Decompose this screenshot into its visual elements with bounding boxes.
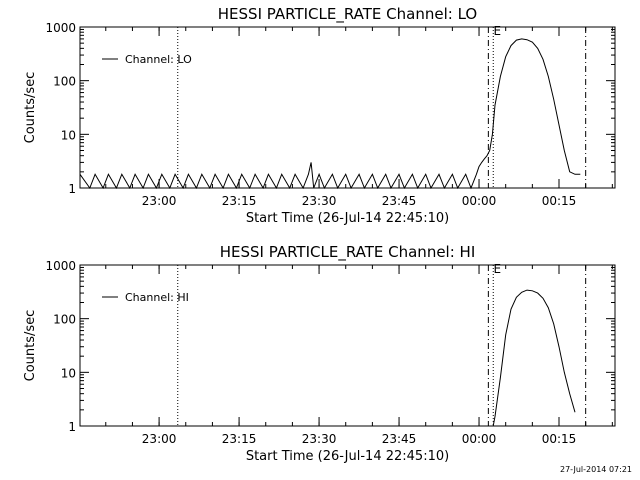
y-axis-label: Counts/sec [23,72,38,144]
x-tick-label: 23:00 [142,194,177,208]
y-tick-label: 1 [68,182,76,196]
legend-label: Channel: LO [125,53,192,66]
x-tick-label: 00:00 [462,194,497,208]
y-tick-label: 100 [53,75,76,89]
x-tick-label: 23:00 [142,432,177,446]
legend-label: Channel: HI [125,291,189,304]
y-tick-label: 1000 [45,21,76,35]
event-marker-glyph: E [493,262,501,276]
chart-title: HESSI PARTICLE_RATE Channel: HI [220,243,476,262]
plot-frame [79,264,616,427]
x-tick-label: 23:30 [302,194,337,208]
x-tick-label: 00:00 [462,432,497,446]
x-tick-label: 23:45 [382,432,417,446]
series-line [492,289,576,427]
y-tick-label: 1 [68,420,76,434]
x-tick-label: 00:15 [542,432,577,446]
x-axis-label: Start Time (26-Jul-14 22:45:10) [246,449,449,464]
event-marker-glyph: E [493,24,501,38]
series-line [79,38,581,190]
y-tick-label: 1000 [45,259,76,273]
panel-hi: HESSI PARTICLE_RATE Channel: HI 1 10 100 100… [23,243,616,464]
date-stamp: 27-Jul-2014 07:21 [559,465,632,474]
panel-lo: HESSI PARTICLE_RATE Channel: LO 1 10 100 100… [23,5,616,226]
y-tick-label: 10 [61,128,76,142]
x-axis-label: Start Time (26-Jul-14 22:45:10) [246,211,449,226]
x-tick-label: 23:15 [222,194,257,208]
x-tick-label: 23:45 [382,194,417,208]
x-tick-label: 00:15 [542,194,577,208]
chart-title: HESSI PARTICLE_RATE Channel: LO [218,5,477,24]
plot-frame [79,26,616,189]
x-tick-label: 23:30 [302,432,337,446]
x-tick-label: 23:15 [222,432,257,446]
y-tick-label: 100 [53,313,76,327]
y-axis-label: Counts/sec [23,310,38,382]
y-tick-label: 10 [61,366,76,380]
